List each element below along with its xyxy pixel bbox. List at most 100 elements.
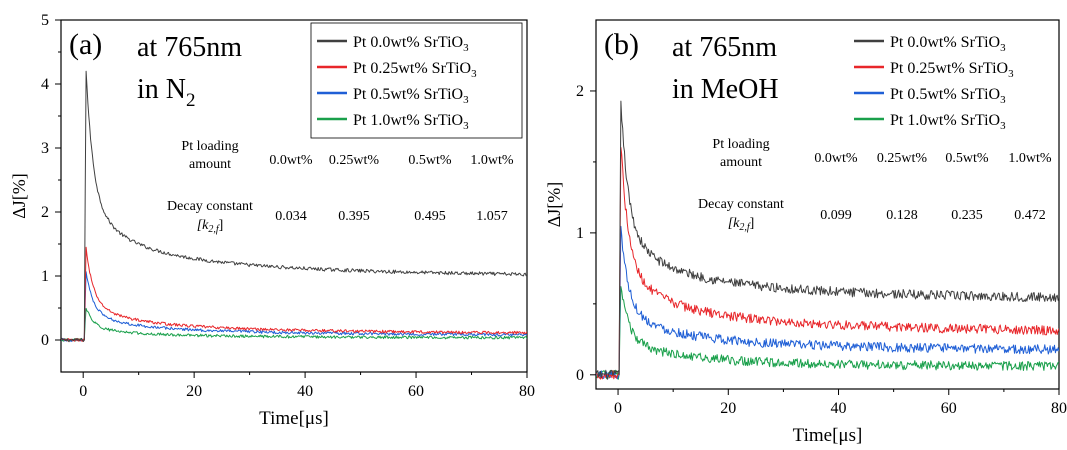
table-loading-cell: 0.25wt% — [877, 151, 928, 166]
y-tick-label: 1 — [576, 225, 584, 242]
plot-frame — [595, 19, 1060, 390]
legend-label: Pt 0.25wt% SrTiO3 — [353, 60, 477, 80]
table-row-label-part: ] — [750, 216, 755, 231]
x-tick-label: 80 — [1051, 400, 1067, 417]
legend-label-main: Pt 0.0wt% SrTiO — [353, 34, 463, 51]
plot-frame — [60, 19, 528, 373]
y-tick-label: 5 — [41, 12, 49, 29]
series-line — [61, 271, 527, 342]
x-tick-label: 60 — [408, 383, 424, 400]
table-row-label-subscript: 2,f — [208, 224, 220, 235]
table-loading-cell: 1.0wt% — [470, 153, 514, 168]
table-row-label: [k2,f] — [728, 216, 755, 233]
table-decay-cell: 1.057 — [476, 209, 508, 224]
table-decay-cell: 0.128 — [886, 208, 918, 223]
legend-label-main: Pt 1.0wt% SrTiO — [890, 112, 1000, 129]
legend-label: Pt 0.0wt% SrTiO3 — [890, 34, 1006, 54]
y-tick-label: 0 — [576, 367, 584, 384]
legend-label-main: Pt 0.0wt% SrTiO — [890, 34, 1000, 51]
series-line — [61, 246, 527, 342]
legend-label: Pt 0.5wt% SrTiO3 — [353, 86, 469, 106]
table-decay-cell: 0.034 — [275, 209, 307, 224]
table-loading-cell: 0.0wt% — [269, 153, 313, 168]
y-tick-label: 4 — [41, 76, 49, 93]
table-row-label: Decay constant — [698, 197, 784, 212]
x-axis-label: Time[μs] — [259, 408, 329, 429]
y-tick-label: 2 — [576, 83, 584, 100]
table-decay-cell: 0.472 — [1014, 208, 1046, 223]
table-row-label: Decay constant — [167, 199, 253, 214]
legend-label-subscript: 3 — [471, 68, 477, 80]
table-row-label: amount — [189, 157, 231, 172]
decay-table: Pt loading amount Decay constant [k2,f] 0.0w… — [167, 139, 514, 235]
x-tick-label: 20 — [720, 400, 736, 417]
series-line — [596, 100, 1059, 380]
legend-label: Pt 1.0wt% SrTiO3 — [890, 112, 1006, 132]
table-row-label-subscript: 2,f — [739, 222, 751, 233]
traces — [61, 70, 527, 343]
table-decay-cell: 0.495 — [414, 209, 446, 224]
x-tick-label: 0 — [79, 383, 87, 400]
x-tick-label: 60 — [941, 400, 957, 417]
series-line — [61, 70, 527, 343]
y-tick-label: 1 — [41, 268, 49, 285]
x-tick-label: 40 — [831, 400, 847, 417]
condition-medium: in MeOH — [672, 74, 779, 105]
y-tick-label: 2 — [41, 204, 49, 221]
legend-label: Pt 1.0wt% SrTiO3 — [353, 112, 469, 132]
chart-panel-b: 0 20 40 60 80 0 1 2 Time[μs] ΔJ[%] (b) at 765nm in M… — [544, 19, 1067, 446]
legend-label: Pt 0.0wt% SrTiO3 — [353, 34, 469, 54]
table-row-label: Pt loading — [712, 137, 769, 152]
table-row-label-part: ] — [219, 218, 224, 233]
y-tick-label: 0 — [41, 332, 49, 349]
legend-label-subscript: 3 — [1008, 68, 1014, 80]
series-line — [596, 225, 1059, 380]
decay-table: Pt loading amount Decay constant [k2,f] 0.0w… — [698, 137, 1052, 233]
series-line — [596, 286, 1059, 380]
x-tick-label: 0 — [614, 400, 622, 417]
traces — [596, 100, 1059, 380]
x-axis-label: Time[μs] — [793, 425, 863, 446]
x-tick-label: 20 — [186, 383, 202, 400]
series-line — [61, 307, 527, 342]
legend-label-subscript: 3 — [463, 120, 469, 132]
x-tick-label: 40 — [297, 383, 313, 400]
panel-label: (a) — [69, 28, 102, 61]
legend-label-main: Pt 0.5wt% SrTiO — [353, 86, 463, 103]
legend-label-subscript: 3 — [463, 42, 469, 54]
legend-label-subscript: 3 — [1000, 94, 1006, 106]
legend-label-main: Pt 0.25wt% SrTiO — [353, 60, 471, 77]
legend-label-main: Pt 1.0wt% SrTiO — [353, 112, 463, 129]
condition-medium: in N2 — [137, 74, 196, 111]
table-row-label: amount — [720, 155, 762, 170]
legend-label-subscript: 3 — [1000, 42, 1006, 54]
series-line — [596, 147, 1059, 380]
table-decay-cell: 0.235 — [951, 208, 983, 223]
table-decay-cell: 0.099 — [820, 208, 852, 223]
legend-label-main: Pt 0.25wt% SrTiO — [890, 60, 1008, 77]
legend-label-subscript: 3 — [463, 94, 469, 106]
table-decay-cell: 0.395 — [338, 209, 370, 224]
y-axis-label: ΔJ[%] — [544, 182, 564, 228]
table-loading-cell: 0.25wt% — [329, 153, 380, 168]
chart-panel-a: 0 20 40 60 80 0 1 2 3 4 5 Time[μs] ΔJ[%] (a) at 765nm i… — [9, 12, 535, 429]
y-axis-label: ΔJ[%] — [9, 173, 29, 219]
condition-medium-main: in MeOH — [672, 74, 779, 105]
table-row-label: [k2,f] — [197, 218, 224, 235]
table-loading-cell: 0.0wt% — [814, 151, 858, 166]
x-tick-label: 80 — [519, 383, 535, 400]
legend-label: Pt 0.5wt% SrTiO3 — [890, 86, 1006, 106]
y-tick-label: 3 — [41, 140, 49, 157]
table-row-label-part: [k — [728, 216, 740, 231]
table-row-label-part: [k — [197, 218, 209, 233]
legend-label-subscript: 3 — [1000, 120, 1006, 132]
condition-wavelength: at 765nm — [137, 32, 242, 63]
panel-label: (b) — [604, 28, 639, 61]
table-loading-cell: 0.5wt% — [945, 151, 989, 166]
table-row-label: Pt loading — [181, 139, 238, 154]
legend-label: Pt 0.25wt% SrTiO3 — [890, 60, 1014, 80]
condition-wavelength: at 765nm — [672, 32, 777, 63]
